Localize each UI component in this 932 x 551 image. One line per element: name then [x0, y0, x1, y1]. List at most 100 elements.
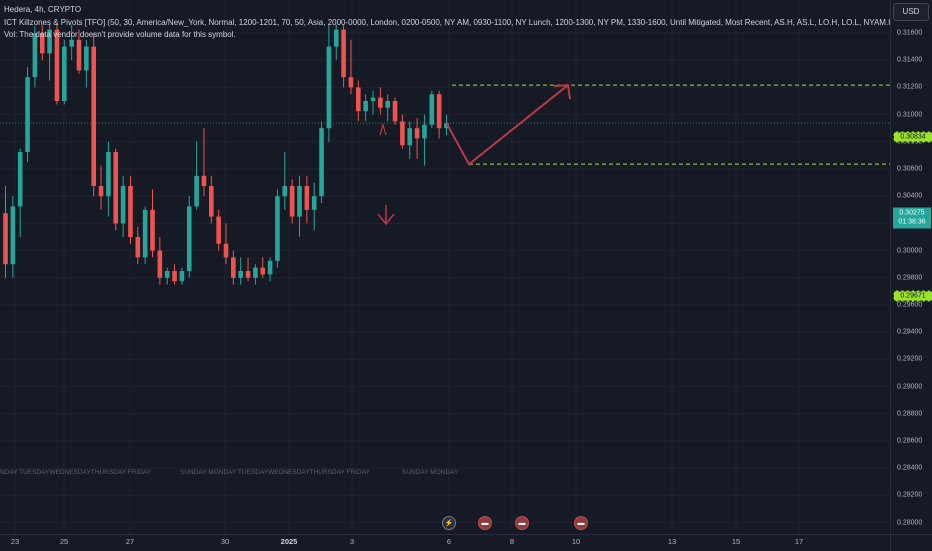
- candle-body: [186, 206, 192, 271]
- price-tick-label: 0.28400: [897, 464, 923, 472]
- current-price-tag: 0.30275 01:38:36: [893, 207, 931, 229]
- candle-body: [150, 209, 155, 251]
- candle-body: [25, 77, 30, 152]
- candle-body: [135, 237, 141, 258]
- currency-button[interactable]: USD: [893, 3, 929, 21]
- candle-body: [260, 267, 266, 275]
- time-tick-label: 17: [794, 537, 804, 546]
- candle-body: [370, 97, 376, 101]
- candle-body: [91, 46, 96, 186]
- candle-body: [297, 186, 302, 217]
- candle-body: [400, 121, 405, 146]
- price-tick-label: 0.29200: [897, 355, 923, 363]
- candle-body: [223, 243, 229, 258]
- candlestick-chart[interactable]: [0, 0, 890, 534]
- price-axis[interactable]: 0.316000.314000.312000.310000.308000.306…: [890, 0, 932, 534]
- candle-body: [311, 196, 317, 210]
- price-tick-label: 0.28800: [897, 410, 923, 418]
- time-tick-label: 15: [731, 537, 741, 546]
- candle-body: [209, 186, 214, 217]
- candle-body: [429, 94, 435, 125]
- candle-body: [245, 271, 251, 278]
- volume-note: Vol: The data vendor doesn't provide vol…: [4, 30, 236, 39]
- candle-body: [142, 209, 148, 258]
- candle-body: [32, 33, 38, 78]
- candle-body: [341, 29, 346, 78]
- day-labels-week2: SUNDAY MONDAY TUESDAYWEDNESDAYTHURSDAY F…: [180, 469, 370, 476]
- candle-body: [385, 101, 390, 108]
- price-tick-label: 0.29400: [897, 328, 923, 336]
- candle-body: [47, 29, 52, 54]
- current-price-value: 0.30275: [899, 209, 925, 217]
- projection-arrowhead: [553, 84, 571, 100]
- day-labels-week3: SUNDAY MONDAY: [402, 469, 459, 476]
- candle-body: [194, 175, 199, 207]
- us-flag-event-icon[interactable]: ▬: [574, 516, 588, 530]
- price-tick-label: 0.30400: [897, 192, 923, 200]
- lower-level-price-tag: 0.29671: [893, 290, 932, 302]
- symbol-title[interactable]: Hedera, 4h, CRYPTO: [4, 5, 82, 14]
- candle-body: [319, 128, 324, 197]
- price-tick-label: 0.30000: [897, 247, 923, 255]
- candle-body: [106, 152, 111, 197]
- candle-body: [84, 46, 89, 71]
- candle-body: [216, 216, 221, 244]
- candle-body: [304, 186, 310, 210]
- candle-body: [62, 46, 67, 101]
- price-tick-label: 0.31200: [897, 83, 923, 91]
- chart-area[interactable]: Hedera, 4h, CRYPTO ICT Killzones & Pivot…: [0, 0, 890, 534]
- candle-body: [289, 186, 295, 217]
- candle-body: [157, 250, 163, 278]
- price-tick-label: 0.28200: [897, 491, 923, 499]
- day-labels-week1: NDAY TUESDAYWEDNESDAYTHURSDAY FRIDAY: [0, 469, 152, 476]
- candle-body: [238, 271, 243, 278]
- candle-body: [69, 39, 74, 47]
- candle-body: [3, 213, 8, 265]
- candle-body: [392, 101, 398, 122]
- time-tick-label: 2025: [280, 537, 298, 546]
- upper-level-price-tag: 0.30834: [893, 131, 932, 143]
- down-arrow-head: [377, 213, 395, 226]
- time-tick-label: 30: [220, 537, 230, 546]
- time-tick-label: 6: [446, 537, 452, 546]
- price-tick-label: 0.31000: [897, 111, 923, 119]
- time-tick-label: 8: [509, 537, 515, 546]
- candle-body: [231, 257, 236, 278]
- indicator-legend[interactable]: ICT Killzones & Pivots [TFO] (50, 30, Am…: [4, 18, 890, 27]
- candle-body: [407, 128, 413, 146]
- time-tick-label: 23: [10, 537, 20, 546]
- candle-body: [113, 152, 119, 224]
- flash-event-icon[interactable]: ⚡: [442, 516, 456, 530]
- candle-body: [164, 271, 170, 278]
- candle-body: [179, 271, 185, 282]
- price-tick-label: 0.30600: [897, 165, 923, 173]
- candle-body: [120, 186, 126, 224]
- candle-body: [444, 123, 449, 129]
- candle-body: [414, 128, 420, 139]
- up-tick-marker: [379, 122, 387, 136]
- candle-body: [98, 186, 104, 197]
- candle-body: [275, 196, 280, 261]
- time-tick-label: 25: [59, 537, 69, 546]
- time-tick-label: 10: [571, 537, 581, 546]
- candle-body: [356, 87, 361, 112]
- us-flag-event-icon[interactable]: ▬: [515, 516, 529, 530]
- time-axis[interactable]: 23 25 27 30 2025 3 6 8 10 13 15 17: [0, 534, 890, 551]
- candle-body: [436, 94, 442, 129]
- time-tick-label: 13: [667, 537, 677, 546]
- time-tick-label: 27: [125, 537, 135, 546]
- us-flag-event-icon[interactable]: ▬: [478, 516, 492, 530]
- time-tick-label: 3: [349, 537, 355, 546]
- price-tick-label: 0.29600: [897, 301, 923, 309]
- price-tick-label: 0.31600: [897, 29, 923, 37]
- candle-body: [267, 260, 273, 275]
- candle-body: [128, 186, 133, 237]
- price-tick-label: 0.28600: [897, 437, 923, 445]
- candle-body: [282, 186, 288, 197]
- price-tick-label: 0.28000: [897, 519, 923, 527]
- price-tick-label: 0.29800: [897, 274, 923, 282]
- candle-body: [76, 39, 82, 71]
- candle-body: [172, 271, 177, 282]
- projection-path: [445, 84, 569, 166]
- axis-corner: [890, 534, 932, 551]
